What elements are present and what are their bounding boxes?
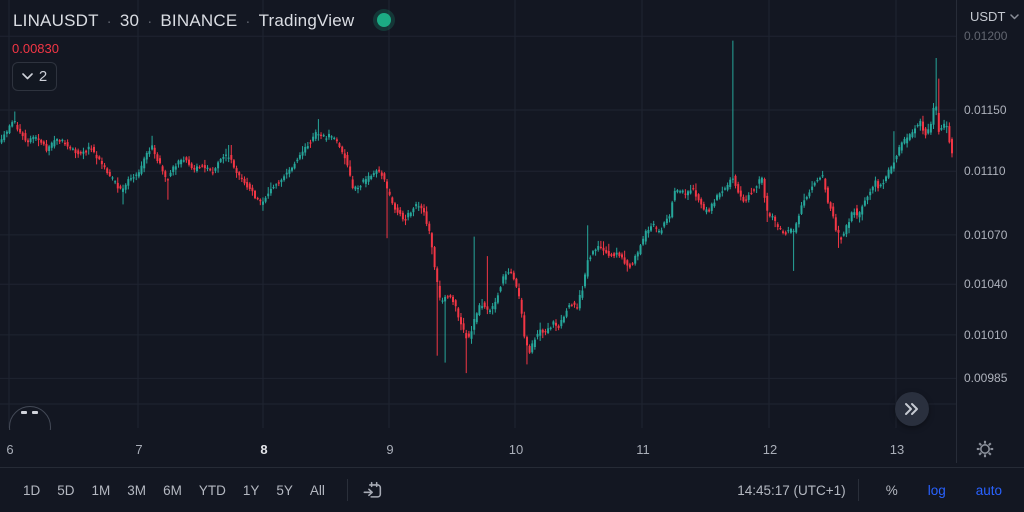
clock-label[interactable]: 14:45:17 (UTC+1): [737, 482, 846, 498]
indicator-value: 0.00830: [12, 41, 59, 56]
pane-collapse-handle[interactable]: [8, 402, 54, 430]
range-button-1d[interactable]: 1D: [16, 479, 47, 502]
percent-scale-button[interactable]: %: [880, 482, 904, 499]
price-axis[interactable]: USDT 0.01200 0.01150 0.01110 0.01070 0.01040…: [956, 0, 1024, 463]
range-button-6m[interactable]: 6M: [156, 479, 189, 502]
currency-label: USDT: [970, 9, 1006, 24]
time-tick-label[interactable]: 6: [6, 442, 14, 457]
range-button-5y[interactable]: 5Y: [269, 479, 300, 502]
range-button-1y[interactable]: 1Y: [236, 479, 267, 502]
symbol-title[interactable]: LINAUSDT: [13, 11, 99, 30]
log-scale-button[interactable]: log: [922, 482, 952, 499]
separator-dot: ·: [245, 12, 251, 30]
toolbar-divider: [857, 479, 859, 501]
range-button-all[interactable]: All: [303, 479, 332, 502]
price-tick-label: 0.01070: [964, 228, 1008, 242]
layers-count: 2: [38, 68, 48, 85]
price-tick-label: 0.01110: [964, 164, 1006, 178]
connection-status-dot[interactable]: [377, 13, 391, 27]
price-tick-label: 0.01200: [964, 29, 1008, 43]
time-tick-label[interactable]: 8: [260, 442, 268, 457]
chart-legend[interactable]: LINAUSDT · 30 · BINANCE · TradingView: [13, 11, 354, 31]
range-button-ytd[interactable]: YTD: [192, 479, 233, 502]
range-button-1m[interactable]: 1M: [85, 479, 118, 502]
double-chevron-right-icon: [905, 403, 918, 415]
time-tick-label[interactable]: 13: [889, 442, 905, 457]
time-tick-label[interactable]: 10: [508, 442, 524, 457]
time-tick-label[interactable]: 9: [386, 442, 394, 457]
auto-scale-button[interactable]: auto: [970, 482, 1008, 499]
scroll-to-recent-button[interactable]: [895, 392, 929, 426]
goto-date-icon: [363, 481, 381, 498]
pane-handle-circle: [9, 406, 51, 430]
range-button-3m[interactable]: 3M: [120, 479, 153, 502]
layers-button[interactable]: 2: [12, 62, 57, 91]
price-tick-label: 0.01010: [964, 328, 1008, 342]
time-tick-label[interactable]: 11: [636, 442, 650, 457]
interval-label[interactable]: 30: [119, 11, 140, 30]
time-tick-label[interactable]: 7: [135, 442, 143, 457]
price-tick-label: 0.01150: [964, 103, 1007, 117]
price-tick-label: 0.00985: [964, 371, 1008, 385]
pane-handle-dash: [32, 411, 38, 414]
exchange-label[interactable]: BINANCE: [160, 11, 238, 30]
chevron-down-icon: [22, 73, 33, 80]
separator-dot: ·: [147, 12, 153, 30]
separator-dot: ·: [106, 12, 112, 30]
candlestick-chart[interactable]: [0, 0, 956, 437]
toolbar-divider: [346, 479, 348, 501]
brand-label: TradingView: [258, 11, 355, 30]
time-tick-label[interactable]: 12: [762, 442, 778, 457]
currency-button[interactable]: USDT: [964, 8, 1024, 25]
goto-date-button[interactable]: [360, 477, 386, 503]
range-button-5d[interactable]: 5D: [50, 479, 81, 502]
price-tick-label: 0.01040: [964, 277, 1008, 291]
bottom-toolbar: 1D 5D 1M 3M 6M YTD 1Y 5Y All 14:45:17 (UTC+1) % …: [0, 467, 1024, 512]
pane-handle-dash: [21, 411, 27, 414]
settings-gear-icon[interactable]: [975, 439, 995, 459]
chevron-down-icon: [1010, 13, 1020, 19]
